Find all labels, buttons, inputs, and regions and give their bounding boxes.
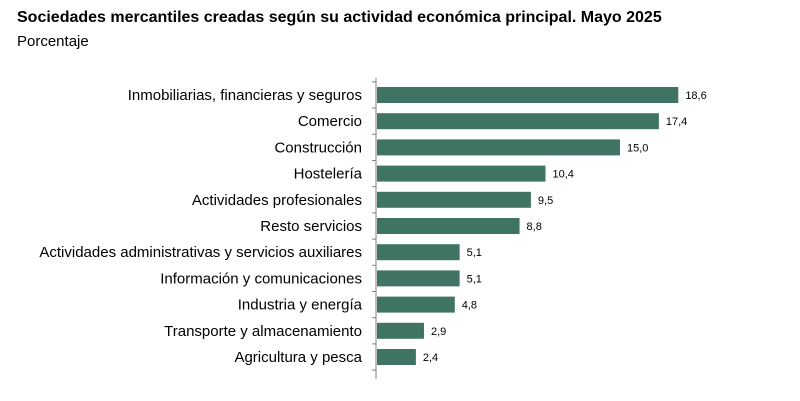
bar xyxy=(377,270,460,287)
category-label: Comercio xyxy=(298,113,362,130)
category-label: Información y comunicaciones xyxy=(160,270,362,287)
data-label: 2,9 xyxy=(431,326,446,338)
bars-layer: Inmobiliarias, financieras y seguros 18,6… xyxy=(39,87,707,366)
data-label: 5,1 xyxy=(467,247,482,259)
data-label: 9,5 xyxy=(538,195,553,207)
data-label: 10,4 xyxy=(552,169,573,181)
y-axis xyxy=(372,78,377,379)
bar xyxy=(377,349,416,365)
category-label: Actividades profesionales xyxy=(192,192,362,209)
bar xyxy=(377,244,460,261)
data-label: 5,1 xyxy=(467,273,482,285)
data-label: 17,4 xyxy=(666,116,687,128)
category-label: Hostelería xyxy=(294,166,363,183)
category-label: Industria y energía xyxy=(238,297,363,314)
data-label: 18,6 xyxy=(685,90,706,102)
bar xyxy=(377,165,546,182)
category-label: Construcción xyxy=(274,139,362,156)
category-label: Inmobiliarias, financieras y seguros xyxy=(128,87,362,104)
bar xyxy=(377,87,679,103)
bar xyxy=(377,113,659,130)
chart-title: Sociedades mercantiles creadas según su … xyxy=(17,9,662,26)
data-label: 4,8 xyxy=(462,300,477,312)
bar xyxy=(377,191,531,208)
category-label: Transporte y almacenamiento xyxy=(164,323,362,340)
bar xyxy=(377,218,520,234)
data-label: 2,4 xyxy=(423,352,438,364)
bar xyxy=(377,139,620,156)
bar xyxy=(377,322,424,339)
chart-subtitle: Porcentaje xyxy=(17,33,89,50)
category-label: Actividades administrativas y servicios … xyxy=(39,244,362,261)
category-label: Resto servicios xyxy=(260,218,362,235)
data-label: 8,8 xyxy=(527,221,542,233)
bar xyxy=(377,296,455,313)
data-label: 15,0 xyxy=(627,142,648,154)
category-label: Agricultura y pesca xyxy=(234,349,362,366)
